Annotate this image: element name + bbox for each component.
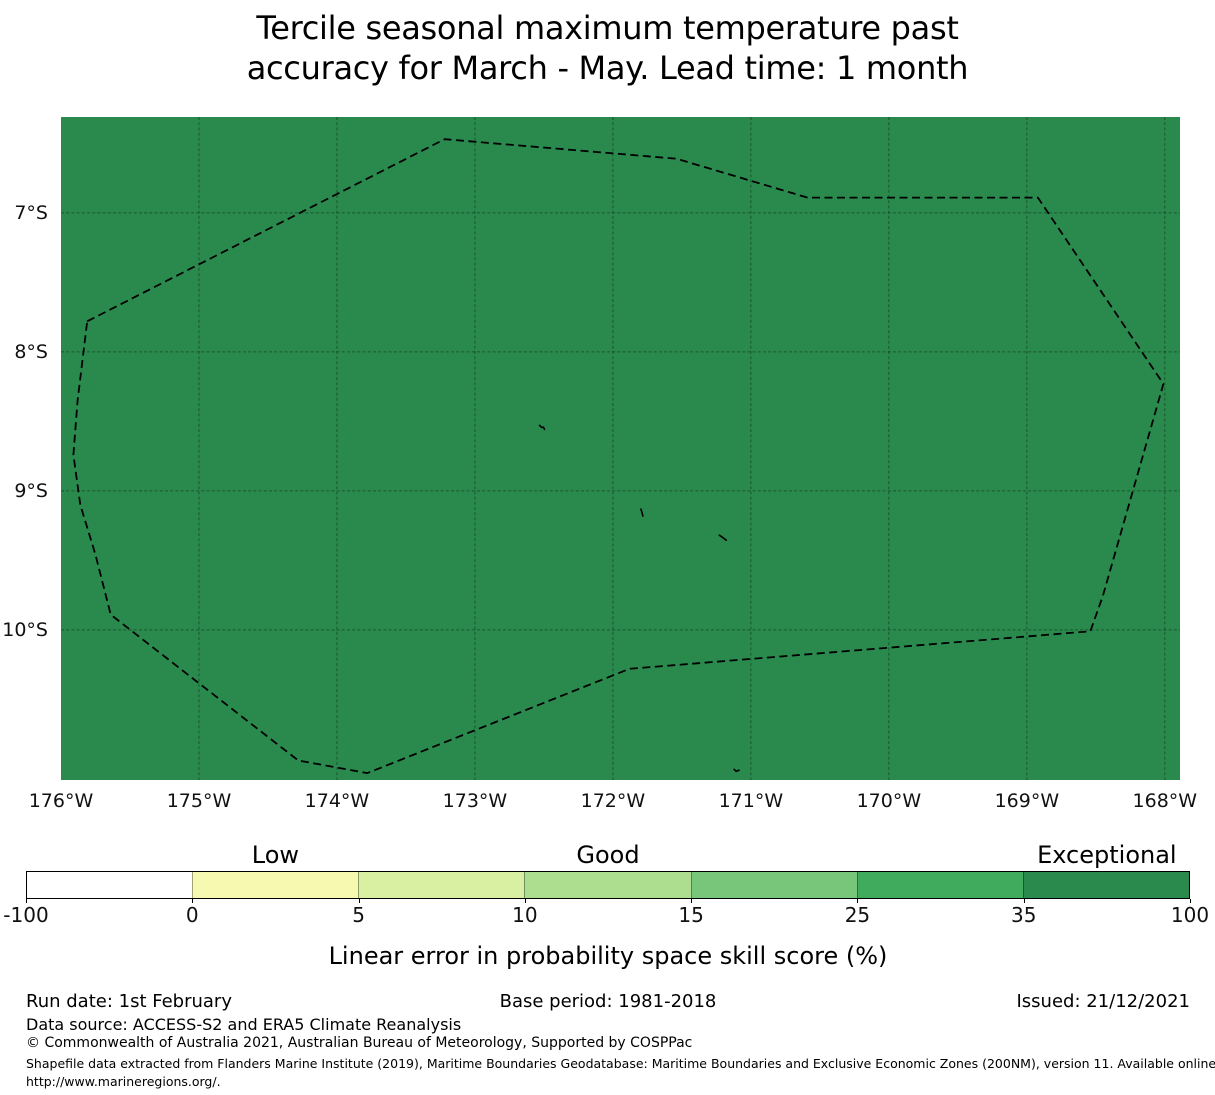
- x-tick-label: 174°W: [304, 790, 370, 812]
- y-tick-label: 7°S: [14, 201, 48, 224]
- colorbar-tick-label: 5: [352, 903, 365, 927]
- colorbar-tick: [26, 899, 27, 903]
- y-tick-label: 8°S: [14, 340, 48, 363]
- x-tick-label: 173°W: [442, 790, 508, 812]
- eez-boundary-line: [72, 138, 1165, 774]
- data-source-text: Data source: ACCESS-S2 and ERA5 Climate …: [26, 1015, 462, 1034]
- colorbar-tick: [524, 899, 526, 903]
- colorbar-segment: [524, 872, 691, 898]
- x-tick-label: 170°W: [856, 790, 922, 812]
- colorbar-title: Linear error in probability space skill …: [328, 942, 888, 970]
- colorbar-segment: [358, 872, 525, 898]
- chart-title-line1: Tercile seasonal maximum temperature pas…: [256, 9, 959, 47]
- x-tick-label: 172°W: [580, 790, 646, 812]
- chart-title: Tercile seasonal maximum temperature pas…: [0, 8, 1215, 88]
- shapefile-url-text: http://www.marineregions.org/.: [26, 1074, 221, 1089]
- island-mark: [733, 768, 740, 773]
- colorbar-tick-label: 10: [512, 903, 538, 927]
- island-mark: [718, 534, 728, 541]
- y-tick-label: 9°S: [14, 479, 48, 502]
- colorbar-segment: [192, 872, 359, 898]
- map-plot-area: [61, 117, 1180, 780]
- chart-title-line2: accuracy for March - May. Lead time: 1 m…: [246, 49, 969, 87]
- colorbar: [26, 871, 1190, 899]
- issued-date-text: Issued: 21/12/2021: [1016, 991, 1190, 1012]
- x-tick-label: 169°W: [994, 790, 1060, 812]
- x-tick-label: 168°W: [1132, 790, 1198, 812]
- base-period-text: Base period: 1981-2018: [499, 991, 717, 1012]
- colorbar-tick: [691, 899, 693, 903]
- colorbar-segment: [1022, 872, 1189, 898]
- x-tick-label: 176°W: [28, 790, 94, 812]
- colorbar-tick: [192, 899, 194, 903]
- colorbar-tick-label: 100: [1170, 903, 1210, 927]
- y-tick-label: 10°S: [2, 618, 48, 641]
- colorbar-tick-label: 35: [1010, 903, 1037, 927]
- colorbar-segment: [27, 872, 193, 898]
- colorbar-tick: [358, 899, 360, 903]
- colorbar-category-label: Low: [251, 841, 300, 869]
- island-mark: [640, 508, 644, 517]
- colorbar-tick-label: -100: [3, 903, 49, 927]
- colorbar-tick: [1023, 899, 1025, 903]
- colorbar-tick: [1190, 899, 1191, 903]
- copyright-text: © Commonwealth of Australia 2021, Austra…: [26, 1035, 693, 1051]
- colorbar-segment: [690, 872, 857, 898]
- x-tick-label: 171°W: [718, 790, 784, 812]
- colorbar-category-label: Good: [576, 841, 640, 869]
- x-tick-label: 175°W: [166, 790, 232, 812]
- shapefile-attribution-text: Shapefile data extracted from Flanders M…: [26, 1056, 1215, 1071]
- island-mark: [538, 424, 546, 431]
- run-date-text: Run date: 1st February: [26, 991, 232, 1012]
- colorbar-tick-label: 15: [678, 903, 704, 927]
- map-fill: [61, 117, 1180, 780]
- colorbar-category-label: Exceptional: [1037, 841, 1177, 869]
- colorbar-tick: [857, 899, 859, 903]
- colorbar-segment: [856, 872, 1023, 898]
- colorbar-tick-label: 0: [185, 903, 199, 927]
- colorbar-tick-label: 25: [844, 903, 871, 927]
